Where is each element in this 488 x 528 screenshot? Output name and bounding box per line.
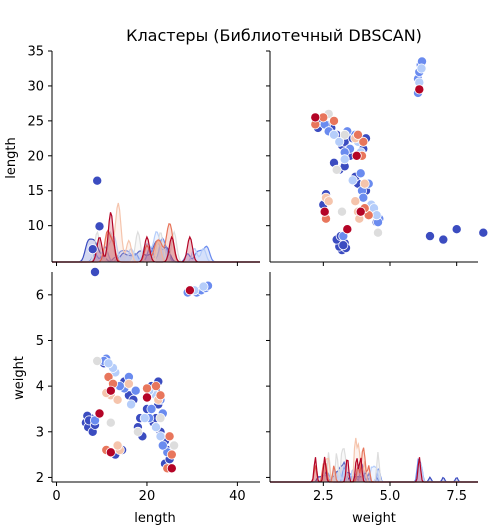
y-tick-label: 3: [36, 425, 44, 440]
scatter-point: [319, 206, 330, 217]
scatter-point: [139, 413, 150, 424]
scatter-point: [347, 175, 358, 186]
kde-curve: [270, 462, 478, 483]
scatter-point: [150, 381, 161, 392]
scatter-point: [94, 221, 105, 232]
tick-marks: [48, 50, 458, 486]
scatter-point: [132, 426, 143, 437]
scatter-point: [416, 63, 427, 74]
scatter-point: [141, 392, 152, 403]
scatter-point: [342, 224, 353, 235]
scatter-point: [155, 431, 166, 442]
scatter-point: [105, 385, 116, 396]
chart-title: Кластеры (Библиотечный DBSCAN): [126, 26, 422, 45]
scatter-point: [334, 136, 345, 147]
scatter-point: [105, 417, 116, 428]
scatter-point: [336, 206, 347, 217]
scatter-point: [478, 227, 488, 238]
panel-length-weight: [310, 56, 488, 256]
scatter-point: [92, 355, 103, 366]
panel-weight-weight: [270, 437, 478, 483]
y-tick-label: 5: [36, 334, 44, 349]
y-axis-label-length: length: [4, 137, 19, 178]
y-tick-label: 20: [27, 149, 44, 164]
y-tick-label: 10: [27, 219, 44, 234]
scatter-point: [438, 234, 449, 245]
x-tick-label: 5.0: [380, 489, 401, 504]
scatter-point: [169, 440, 180, 451]
scatter-point: [103, 371, 114, 382]
axes-frames: [51, 51, 478, 483]
scatter-point: [355, 168, 366, 179]
scatter-point: [166, 449, 177, 460]
x-tick-label: 40: [229, 489, 246, 504]
panel-length-weight-points: [310, 56, 488, 256]
panel-weight-length-points: [80, 175, 213, 474]
scatter-point: [90, 415, 101, 426]
panel-length-length: [52, 202, 260, 263]
scatter-point: [350, 196, 361, 207]
y-tick-label: 30: [27, 79, 44, 94]
scatter-point: [338, 240, 349, 251]
scatter-point: [310, 112, 321, 123]
scatter-point: [451, 224, 462, 235]
scatter-point: [130, 385, 141, 396]
scatter-point: [164, 431, 175, 442]
x-axis-label-length: length: [134, 511, 175, 526]
scatter-point: [150, 422, 161, 433]
scatter-point: [414, 84, 425, 95]
scatter-point: [157, 440, 168, 451]
scatter-point: [141, 383, 152, 394]
scatter-point: [331, 164, 342, 175]
scatter-point: [146, 403, 157, 414]
scatter-point: [90, 266, 101, 277]
scatter-point: [359, 178, 370, 189]
y-tick-label: 4: [36, 380, 44, 395]
scatter-point: [358, 136, 369, 147]
y-tick-label: 25: [27, 114, 44, 129]
scatter-point: [123, 378, 134, 389]
scatter-point: [112, 440, 123, 451]
x-tick-label: 0: [52, 489, 60, 504]
scatter-point: [339, 154, 350, 165]
scatter-point: [87, 244, 98, 255]
scatter-point: [155, 413, 166, 424]
scatter-point: [372, 227, 383, 238]
scatter-point: [126, 399, 137, 410]
scatter-point: [155, 390, 166, 401]
x-axis-label-weight: weight: [352, 511, 396, 526]
scatter-point: [112, 394, 123, 405]
scatter-point: [355, 206, 366, 217]
x-tick-label: 2.5: [313, 489, 334, 504]
scatter-point: [105, 447, 116, 458]
tick-labels: 0 20 40 2.5 5.0 7.5 10 15 20 25 30 35 2 3 4 5 6: [27, 45, 467, 505]
panel-weight-length: [80, 175, 213, 474]
y-tick-label: 35: [27, 45, 44, 60]
x-tick-label: 7.5: [446, 489, 467, 504]
scatter-point: [351, 150, 362, 161]
scatter-point: [352, 129, 363, 140]
scatter-point: [424, 231, 435, 242]
scatter-point: [166, 463, 177, 474]
scatter-point: [328, 115, 339, 126]
x-tick-label: 20: [139, 489, 156, 504]
scatter-point: [339, 129, 350, 140]
scatter-point: [323, 196, 334, 207]
panel-weight-weight-diag: [270, 437, 478, 483]
scatter-point: [103, 358, 114, 369]
scatter-point: [94, 408, 105, 419]
scatter-point: [92, 175, 103, 186]
y-tick-label: 15: [27, 184, 44, 199]
y-tick-label: 2: [36, 471, 44, 486]
scatter-point: [328, 129, 339, 140]
scatter-point: [184, 285, 195, 296]
scatter-point: [198, 281, 209, 292]
panel-length-length-diag: [52, 202, 260, 263]
y-tick-label: 6: [36, 288, 44, 303]
y-axis-label-weight: weight: [12, 356, 27, 400]
